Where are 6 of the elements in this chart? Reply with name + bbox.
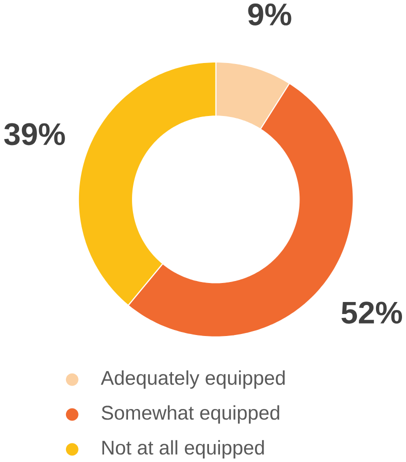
legend-label: Somewhat equipped: [102, 405, 280, 424]
legend-label: Not at all equipped: [102, 440, 264, 459]
legend-label: Adequately equipped: [100, 370, 285, 389]
data-label: 9%: [248, 3, 292, 26]
data-label: 52%: [341, 302, 402, 324]
data-label: 39%: [4, 123, 65, 146]
